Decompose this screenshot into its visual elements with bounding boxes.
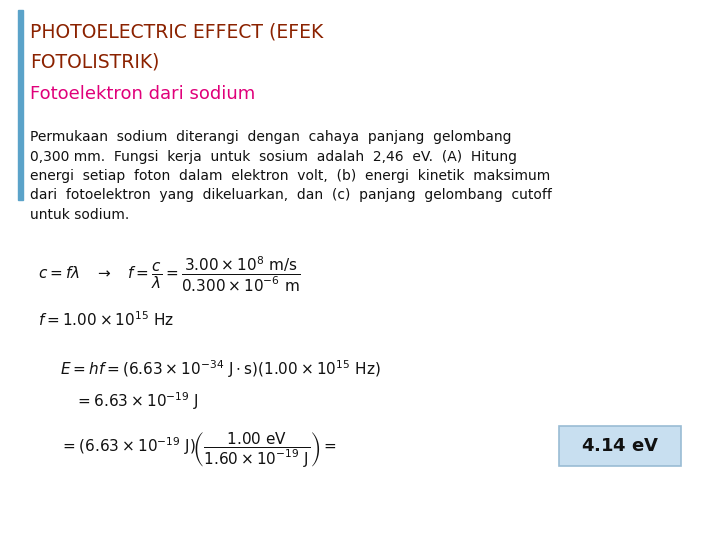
Text: untuk sodium.: untuk sodium. [30, 208, 130, 222]
Text: Permukaan  sodium  diterangi  dengan  cahaya  panjang  gelombang: Permukaan sodium diterangi dengan cahaya… [30, 130, 511, 144]
Text: FOTOLISTRIK): FOTOLISTRIK) [30, 52, 159, 71]
FancyBboxPatch shape [559, 426, 681, 466]
Text: $\mathbf{4.14\ eV}$: $\mathbf{4.14\ eV}$ [581, 437, 659, 455]
Bar [18, 10, 23, 200]
Text: $f = 1.00\times10^{15}\ \rm Hz$: $f = 1.00\times10^{15}\ \rm Hz$ [38, 310, 174, 329]
Text: dari  fotoelektron  yang  dikeluarkan,  dan  (c)  panjang  gelombang  cutoff: dari fotoelektron yang dikeluarkan, dan … [30, 188, 552, 202]
Text: $= 6.63\times10^{-19}\ \rm J$: $= 6.63\times10^{-19}\ \rm J$ [75, 390, 199, 411]
Text: $= (6.63\times10^{-19}\ \rm J)\!\left(\dfrac{1.00\ \rm eV}{1.60\times10^{-19}\ \: $= (6.63\times10^{-19}\ \rm J)\!\left(\d… [60, 430, 337, 469]
Text: $E = hf = (6.63\times10^{-34}\ \rm J\cdot s)(1.00\times10^{15}\ \rm Hz)$: $E = hf = (6.63\times10^{-34}\ \rm J\cdo… [60, 358, 381, 380]
Text: energi  setiap  foton  dalam  elektron  volt,  (b)  energi  kinetik  maksimum: energi setiap foton dalam elektron volt,… [30, 169, 550, 183]
Text: PHOTOELECTRIC EFFECT (EFEK: PHOTOELECTRIC EFFECT (EFEK [30, 22, 323, 41]
Text: 0,300 mm.  Fungsi  kerja  untuk  sosium  adalah  2,46  eV.  (A)  Hitung: 0,300 mm. Fungsi kerja untuk sosium adal… [30, 150, 517, 164]
Text: Fotoelektron dari sodium: Fotoelektron dari sodium [30, 85, 256, 103]
Text: $c = f\lambda$   $\rightarrow$   $f=\dfrac{c}{\lambda}=\dfrac{3.00\times10^{8}\ : $c = f\lambda$ $\rightarrow$ $f=\dfrac{c… [38, 255, 301, 294]
